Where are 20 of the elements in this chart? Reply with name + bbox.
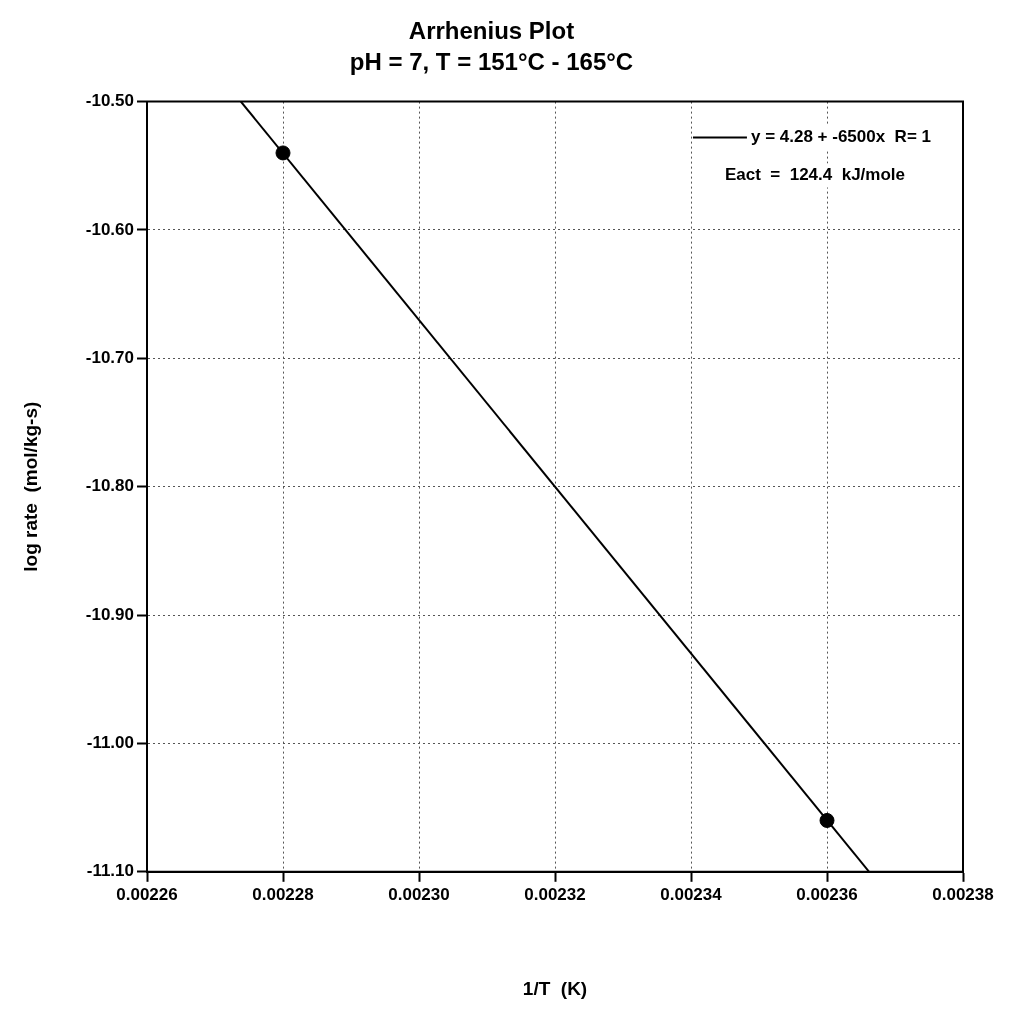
y-axis-title: log rate (mol/kg-s) (19, 401, 41, 572)
y-tick-label: -10.60 (85, 219, 134, 239)
annotation: Eact = 124.4 kJ/mole (724, 165, 905, 185)
chart-subtitle: pH = 7, T = 151°C - 165°C (349, 47, 634, 75)
x-tick-label: 0.00228 (252, 884, 314, 904)
x-tick-label: 0.00236 (796, 884, 858, 904)
y-tick-label: -10.80 (85, 476, 134, 496)
y-tick-label: -11.10 (86, 861, 134, 881)
x-axis-title: 1/T (K) (522, 977, 588, 999)
x-tick-label: 0.00238 (932, 884, 994, 904)
chart-title: Arrhenius Plot (408, 17, 575, 45)
x-tick-label: 0.00232 (524, 884, 586, 904)
y-tick-label: -10.50 (85, 91, 134, 111)
legend-label: y = 4.28 + -6500x R= 1 (750, 127, 932, 147)
y-tick-label: -11.00 (86, 733, 134, 753)
x-tick-label: 0.00234 (660, 884, 723, 904)
x-tick-label: 0.00230 (388, 884, 450, 904)
y-tick-label: -10.90 (85, 604, 134, 624)
y-tick-label: -10.70 (85, 348, 134, 368)
x-tick-label: 0.00226 (116, 884, 178, 904)
